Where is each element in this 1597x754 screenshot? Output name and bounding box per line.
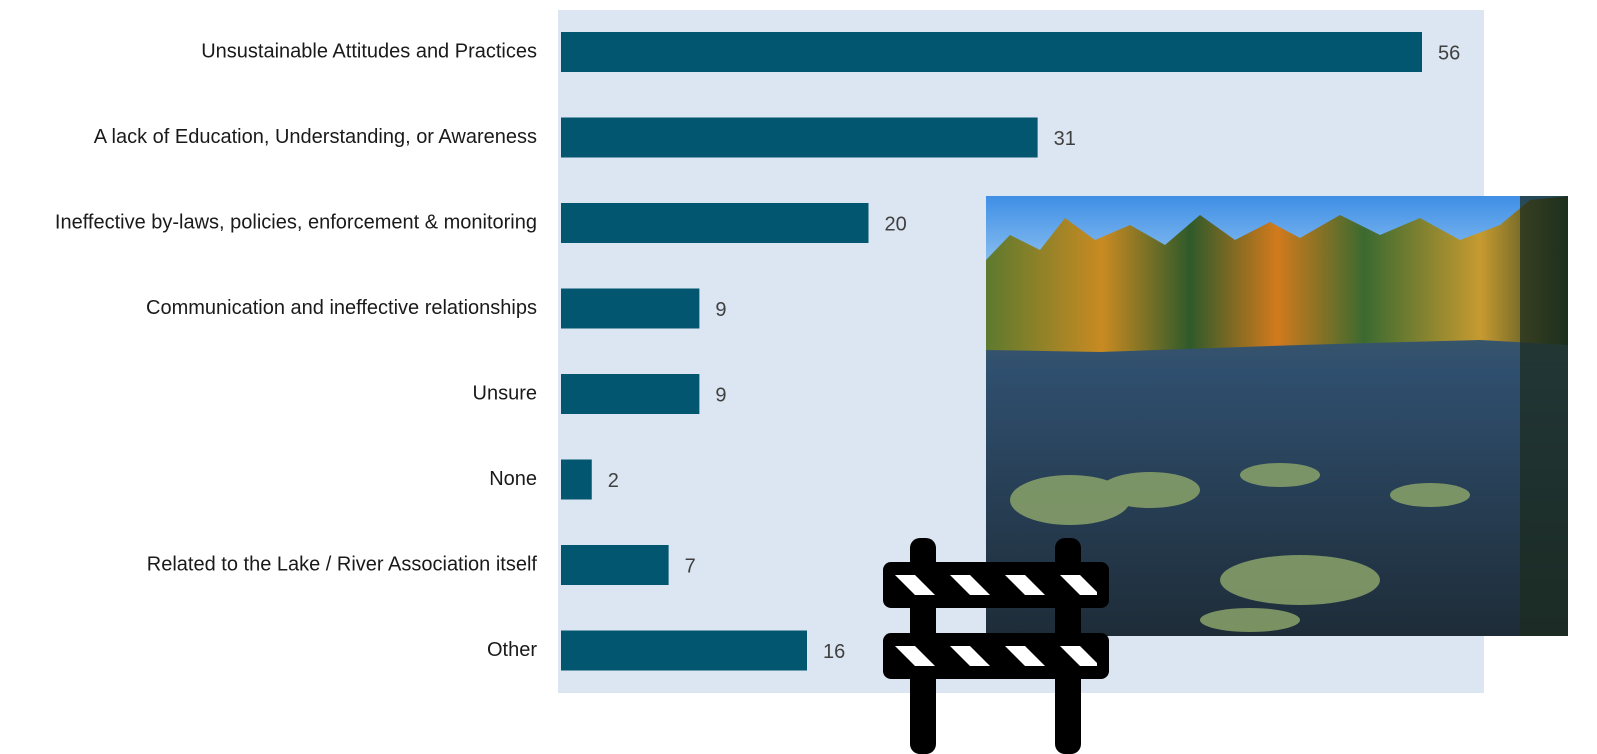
- data-label: 9: [715, 299, 726, 321]
- category-label: Other: [487, 639, 537, 661]
- category-label: None: [489, 468, 537, 490]
- bar: [561, 374, 699, 414]
- bar: [561, 32, 1422, 72]
- bar: [561, 545, 669, 585]
- category-label: Unsustainable Attitudes and Practices: [201, 40, 537, 62]
- bar: [561, 631, 807, 671]
- bar: [561, 289, 699, 329]
- bar: [561, 460, 592, 500]
- category-label: Communication and ineffective relationsh…: [146, 297, 537, 319]
- barrier-icon: [883, 538, 1109, 754]
- page: {"chart_data": {"type": "bar", "orientat…: [0, 0, 1597, 754]
- data-label: 2: [608, 470, 619, 492]
- category-label: Related to the Lake / River Association …: [147, 553, 538, 575]
- data-label: 31: [1054, 128, 1076, 150]
- category-label: Ineffective by-laws, policies, enforceme…: [55, 211, 537, 233]
- bar: [561, 203, 869, 243]
- category-label: A lack of Education, Understanding, or A…: [94, 126, 537, 148]
- data-label: 9: [715, 384, 726, 406]
- data-label: 16: [823, 641, 845, 663]
- data-label: 56: [1438, 42, 1460, 64]
- data-label: 20: [885, 213, 907, 235]
- chart: 56 31 20 9 9 2 7 16 Unsustainable Attitudes and…: [0, 0, 1597, 754]
- bar: [561, 118, 1038, 158]
- data-label: 7: [685, 555, 696, 577]
- category-label: Unsure: [473, 382, 537, 404]
